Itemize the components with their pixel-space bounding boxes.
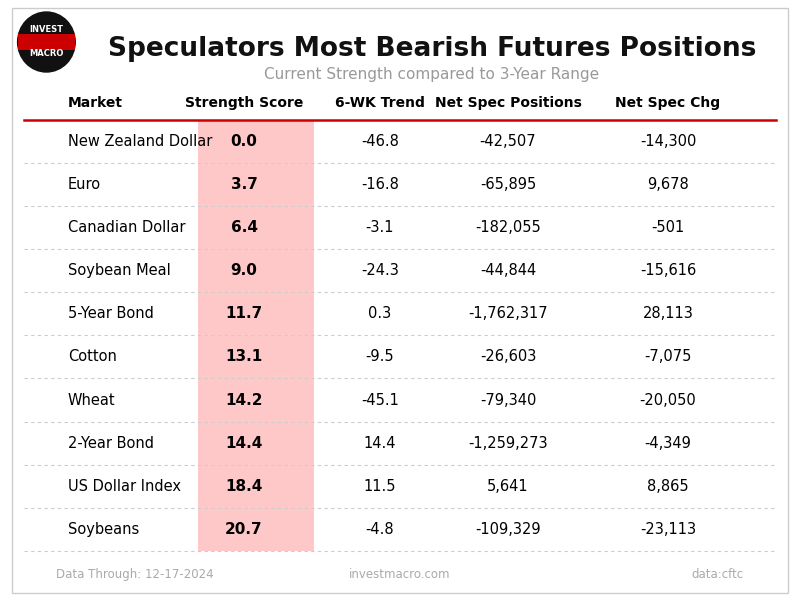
- Text: Net Spec Chg: Net Spec Chg: [615, 96, 721, 110]
- FancyBboxPatch shape: [198, 120, 314, 551]
- Text: 3.7: 3.7: [230, 177, 258, 192]
- Text: Soybeans: Soybeans: [68, 522, 139, 537]
- Text: -1,762,317: -1,762,317: [468, 307, 548, 322]
- Text: -3.1: -3.1: [366, 220, 394, 235]
- Text: -42,507: -42,507: [480, 134, 536, 149]
- Text: 2-Year Bond: 2-Year Bond: [68, 436, 154, 451]
- Text: -182,055: -182,055: [475, 220, 541, 235]
- Text: 28,113: 28,113: [642, 307, 694, 322]
- Text: 5-Year Bond: 5-Year Bond: [68, 307, 154, 322]
- Text: 13.1: 13.1: [226, 349, 262, 364]
- Text: 11.5: 11.5: [364, 479, 396, 494]
- Text: Euro: Euro: [68, 177, 101, 192]
- Text: -23,113: -23,113: [640, 522, 696, 537]
- Text: 14.4: 14.4: [226, 436, 262, 451]
- Text: -109,329: -109,329: [475, 522, 541, 537]
- Text: -65,895: -65,895: [480, 177, 536, 192]
- Text: -26,603: -26,603: [480, 349, 536, 364]
- Text: -4,349: -4,349: [645, 436, 691, 451]
- Text: 20.7: 20.7: [225, 522, 263, 537]
- Text: 5,641: 5,641: [487, 479, 529, 494]
- Text: Speculators Most Bearish Futures Positions: Speculators Most Bearish Futures Positio…: [108, 36, 756, 62]
- Text: investmacro.com: investmacro.com: [350, 568, 450, 581]
- Text: -1,259,273: -1,259,273: [468, 436, 548, 451]
- Text: Market: Market: [68, 96, 123, 110]
- Text: Net Spec Positions: Net Spec Positions: [434, 96, 582, 110]
- Text: Wheat: Wheat: [68, 392, 116, 407]
- Text: 18.4: 18.4: [226, 479, 262, 494]
- Ellipse shape: [18, 12, 75, 72]
- Text: Cotton: Cotton: [68, 349, 117, 364]
- Text: -16.8: -16.8: [361, 177, 399, 192]
- Text: 8,865: 8,865: [647, 479, 689, 494]
- Text: Current Strength compared to 3-Year Range: Current Strength compared to 3-Year Rang…: [265, 67, 599, 82]
- Text: -20,050: -20,050: [640, 392, 696, 407]
- Text: 14.2: 14.2: [226, 392, 262, 407]
- Text: MACRO: MACRO: [30, 49, 63, 58]
- Text: 9.0: 9.0: [230, 263, 258, 278]
- Text: 14.4: 14.4: [364, 436, 396, 451]
- Text: -14,300: -14,300: [640, 134, 696, 149]
- Text: 0.3: 0.3: [368, 307, 392, 322]
- Text: -501: -501: [651, 220, 685, 235]
- Text: New Zealand Dollar: New Zealand Dollar: [68, 134, 212, 149]
- Text: -24.3: -24.3: [361, 263, 399, 278]
- Text: -45.1: -45.1: [361, 392, 399, 407]
- Text: 6.4: 6.4: [230, 220, 258, 235]
- Text: -15,616: -15,616: [640, 263, 696, 278]
- Text: Canadian Dollar: Canadian Dollar: [68, 220, 186, 235]
- Text: Strength Score: Strength Score: [185, 96, 303, 110]
- Text: -4.8: -4.8: [366, 522, 394, 537]
- Text: US Dollar Index: US Dollar Index: [68, 479, 181, 494]
- Text: -79,340: -79,340: [480, 392, 536, 407]
- Text: -46.8: -46.8: [361, 134, 399, 149]
- Text: -7,075: -7,075: [644, 349, 692, 364]
- Text: 9,678: 9,678: [647, 177, 689, 192]
- Text: data:cftc: data:cftc: [692, 568, 744, 581]
- Text: Data Through: 12-17-2024: Data Through: 12-17-2024: [56, 568, 214, 581]
- Text: -44,844: -44,844: [480, 263, 536, 278]
- Text: 11.7: 11.7: [226, 307, 262, 322]
- Text: 0.0: 0.0: [230, 134, 258, 149]
- Text: 6-WK Trend: 6-WK Trend: [335, 96, 425, 110]
- Text: INVEST: INVEST: [30, 25, 63, 34]
- FancyBboxPatch shape: [18, 34, 75, 50]
- Text: Soybean Meal: Soybean Meal: [68, 263, 170, 278]
- Text: -9.5: -9.5: [366, 349, 394, 364]
